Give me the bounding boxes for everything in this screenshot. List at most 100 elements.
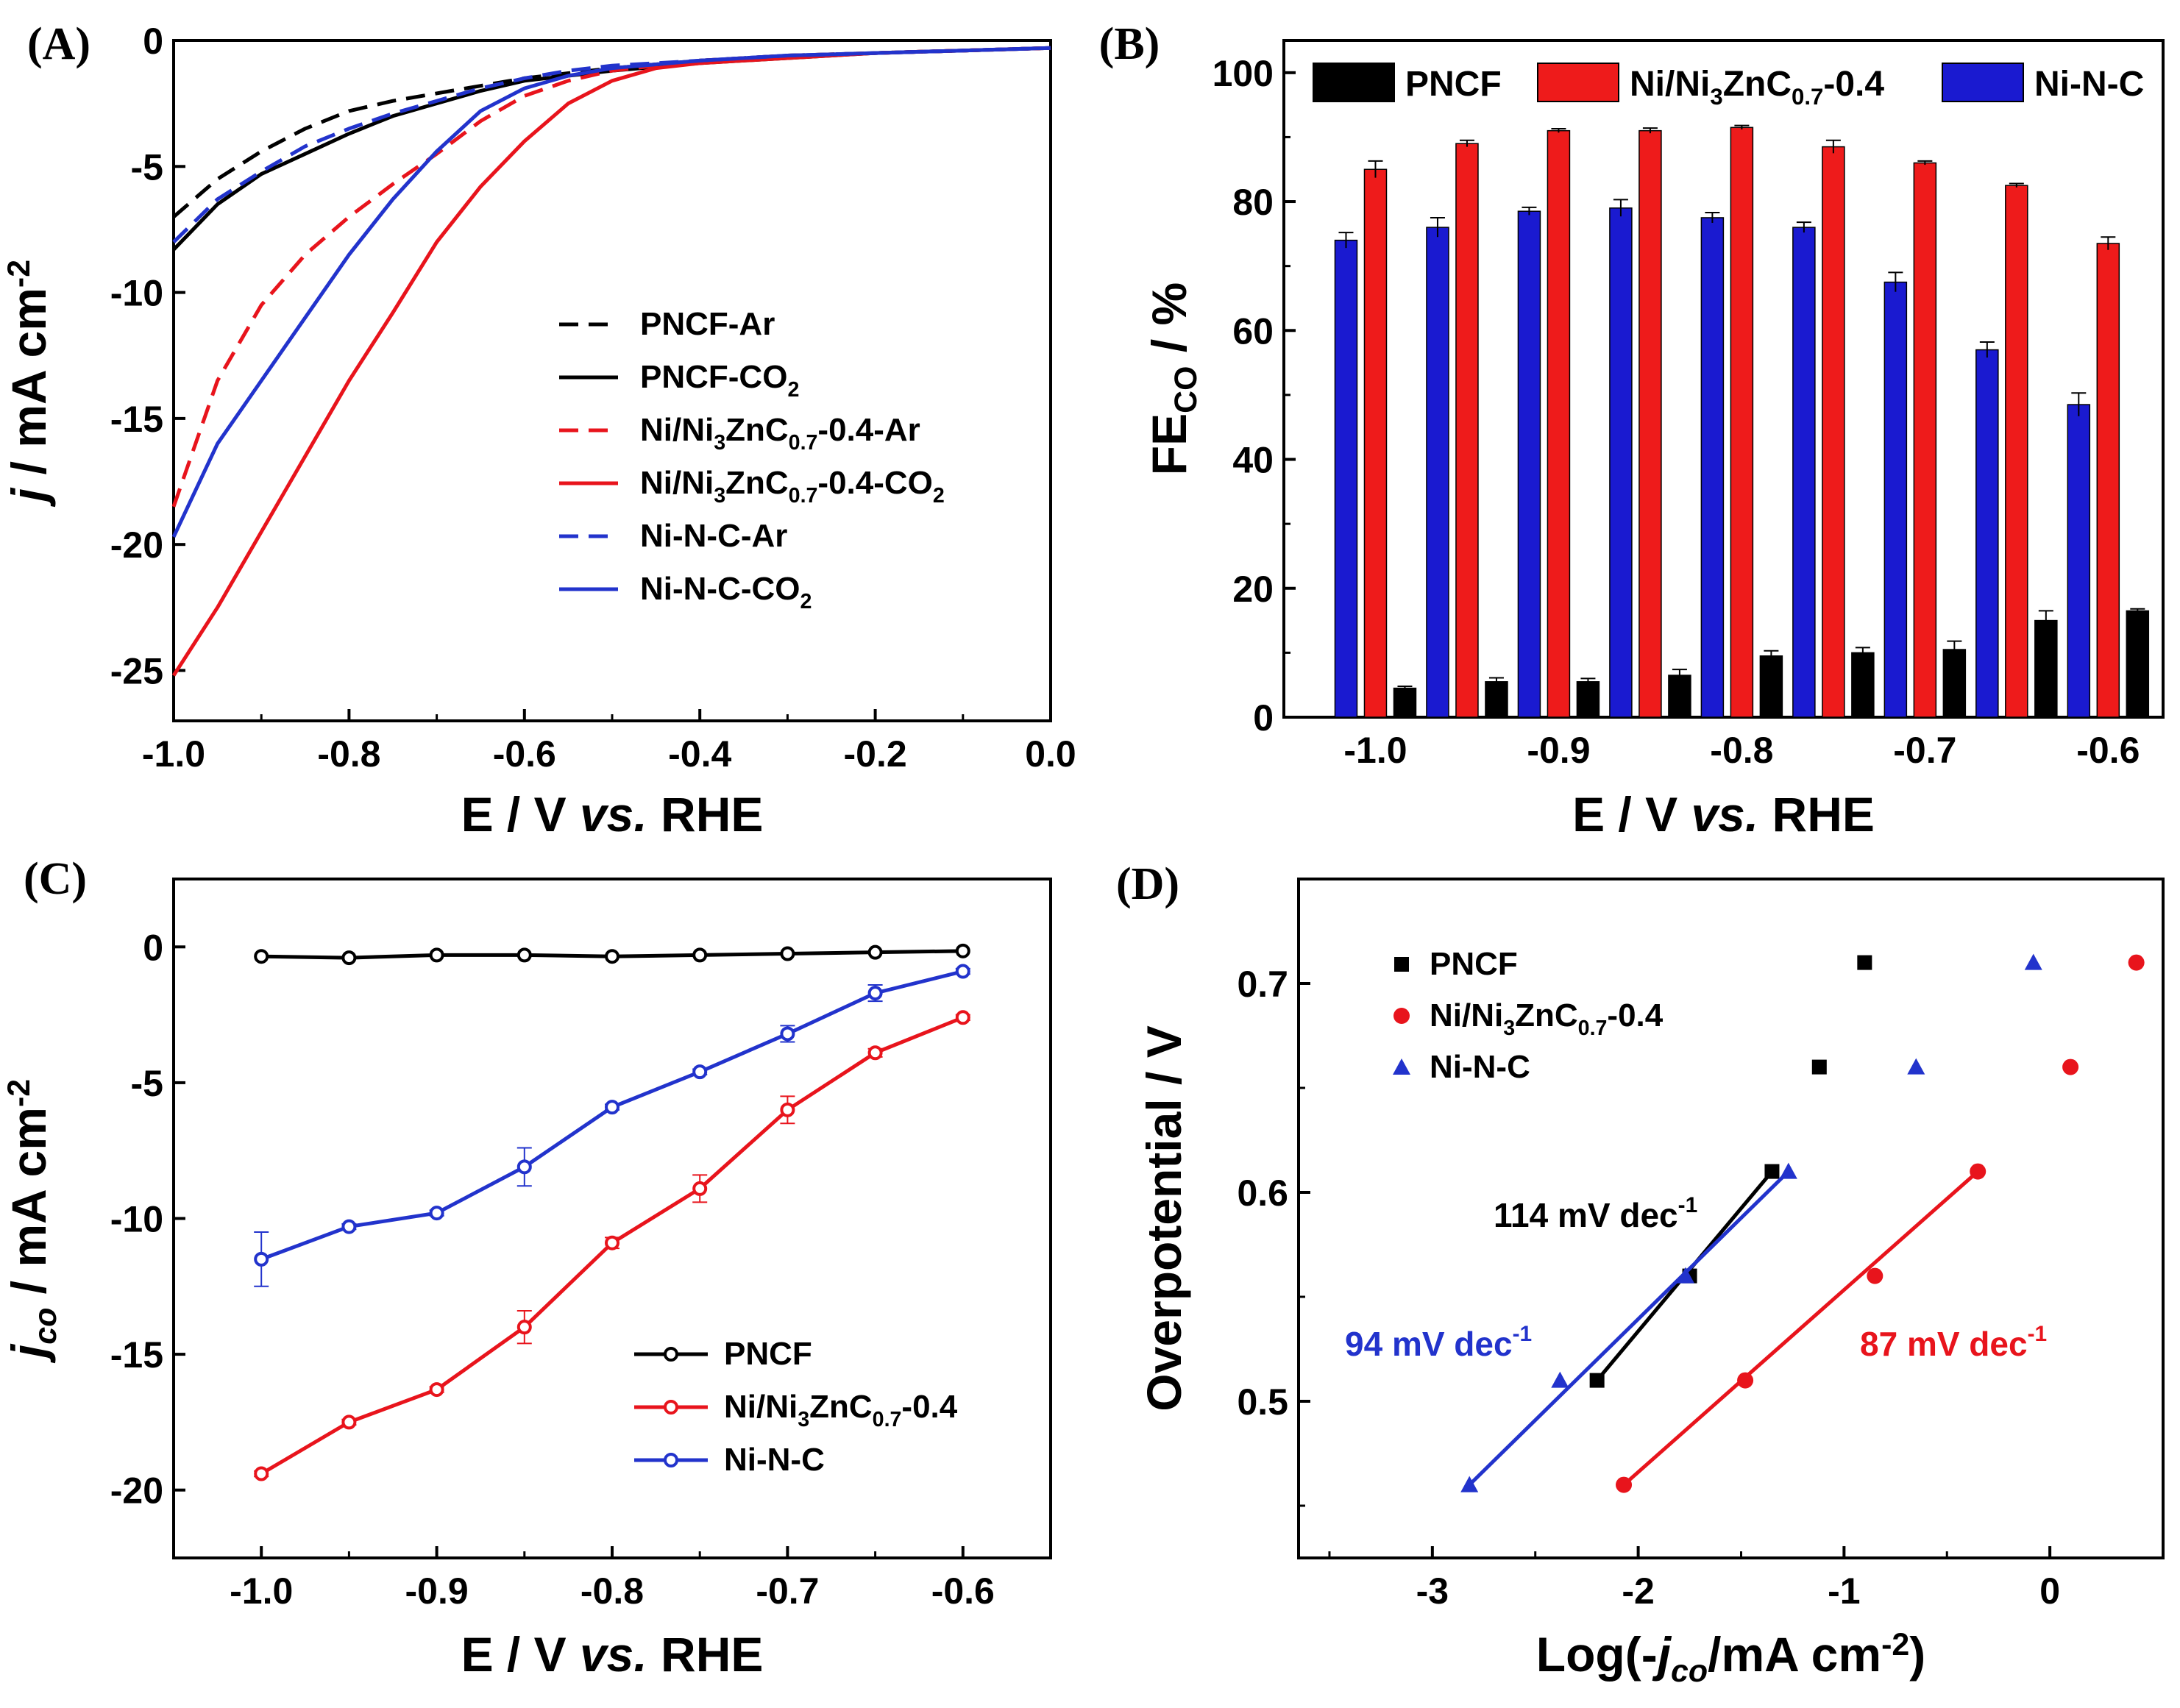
bar: [1975, 349, 1999, 718]
x-tick-label: -0.6: [493, 733, 556, 775]
bar: [2067, 404, 2091, 718]
data-point: [254, 949, 269, 964]
data-point: [867, 1045, 883, 1061]
y-tick-label: -20: [110, 524, 163, 566]
legend-label: Ni-N-C: [1430, 1049, 1530, 1085]
y-axis-title: jco / mA cm-2: [1, 1079, 63, 1364]
x-tick-label: -0.7: [1893, 730, 1956, 771]
bar: [1609, 207, 1633, 718]
data-point: [516, 947, 532, 963]
data-point: [341, 1219, 357, 1234]
bar: [2096, 243, 2120, 718]
bar: [1913, 162, 1937, 718]
data-point: [2024, 953, 2042, 970]
y-axis-title: FECO / %: [1142, 282, 1204, 475]
data-point: [1551, 1371, 1569, 1388]
y-tick-label: 0: [1253, 697, 1274, 739]
data-point: [516, 1159, 532, 1175]
data-point: [1907, 1058, 1925, 1075]
y-axis-title: j / mA cm-2: [1, 260, 56, 508]
bar: [1363, 168, 1388, 718]
x-tick-label: -1.0: [230, 1570, 293, 1612]
series-line: [172, 46, 1051, 243]
panel-label-d: (D): [1116, 859, 1179, 909]
x-tick-label: -0.2: [844, 733, 907, 775]
data-point: [780, 1102, 795, 1117]
y-tick-label: 0.5: [1237, 1381, 1288, 1423]
data-point: [955, 943, 970, 958]
legend-label: Ni-N-C-CO2: [640, 571, 812, 613]
bar: [2126, 610, 2150, 718]
data-point: [1970, 1163, 1987, 1180]
slope-label: 87 mV dec-1: [1860, 1322, 2047, 1363]
legend-marker: [1393, 1058, 1410, 1075]
legend-label: Ni-N-C: [2034, 65, 2144, 104]
bar: [1700, 217, 1725, 718]
data-point: [254, 1251, 269, 1267]
y-tick-label: 40: [1232, 440, 1274, 481]
data-point: [605, 1100, 619, 1115]
legend-swatch: [1537, 63, 1619, 102]
data-point: [955, 1010, 970, 1025]
legend-label: Ni/Ni3ZnC0.7-0.4: [1430, 997, 1664, 1040]
y-tick-label: -20: [110, 1470, 163, 1512]
slope-label: 94 mV dec-1: [1345, 1322, 1532, 1363]
data-point: [429, 1382, 444, 1398]
legend-label: PNCF: [1405, 65, 1502, 104]
x-tick-label: 0.0: [1025, 733, 1076, 775]
y-tick-label: 0.7: [1237, 964, 1288, 1005]
y-tick-label: -15: [110, 1334, 163, 1376]
data-point: [692, 1064, 708, 1080]
x-tick-label: -0.8: [317, 733, 380, 775]
bar: [1334, 239, 1358, 718]
legend-label: Ni-N-C-Ar: [640, 518, 787, 554]
x-tick-label: -1.0: [1343, 730, 1407, 771]
data-point: [2062, 1058, 2079, 1075]
bar: [1485, 681, 1508, 718]
fit-line: [1622, 1170, 1979, 1487]
x-tick-label: -0.8: [1710, 730, 1773, 771]
data-point: [780, 946, 795, 961]
x-tick-label: -3: [1416, 1570, 1449, 1612]
bar: [1426, 227, 1449, 718]
bar: [1883, 281, 1908, 718]
bar: [1759, 655, 1783, 718]
data-point: [1764, 1164, 1780, 1179]
data-point: [1616, 1476, 1633, 1493]
x-tick-label: -0.8: [580, 1570, 644, 1612]
x-tick-label: -0.9: [1527, 730, 1590, 771]
data-point: [605, 949, 619, 964]
x-tick-label: -0.9: [405, 1570, 469, 1612]
x-tick-label: -1.0: [142, 733, 205, 775]
y-tick-label: -25: [110, 650, 163, 691]
x-axis-title: E / V vs. RHE: [1572, 787, 1875, 841]
data-point: [429, 947, 444, 963]
x-axis-title: E / V vs. RHE: [461, 1627, 764, 1682]
data-point: [867, 986, 883, 1001]
series-line: [171, 46, 1051, 677]
x-tick-label: -0.6: [2076, 730, 2140, 771]
x-tick-label: -2: [1622, 1570, 1654, 1612]
legend-marker: [664, 1347, 678, 1362]
x-tick-label: 0: [2039, 1570, 2060, 1612]
series-line: [260, 969, 964, 1262]
bar: [1668, 675, 1691, 718]
bar: [1792, 227, 1816, 718]
data-point: [867, 944, 883, 960]
data-point: [254, 1466, 269, 1481]
x-tick-label: -1: [1828, 1570, 1860, 1612]
data-point: [605, 1235, 619, 1250]
y-tick-label: -10: [110, 1199, 163, 1240]
y-tick-label: 20: [1232, 569, 1274, 610]
y-tick-label: -10: [110, 273, 163, 314]
data-point: [780, 1026, 795, 1042]
bar: [1393, 687, 1417, 718]
legend-swatch: [1313, 63, 1395, 102]
legend-label: Ni-N-C: [724, 1442, 825, 1478]
panel-label-a: (A): [27, 19, 90, 69]
bar: [1576, 681, 1600, 718]
y-tick-label: -5: [131, 1063, 163, 1104]
data-point: [1811, 1059, 1827, 1075]
bar: [1730, 127, 1754, 718]
